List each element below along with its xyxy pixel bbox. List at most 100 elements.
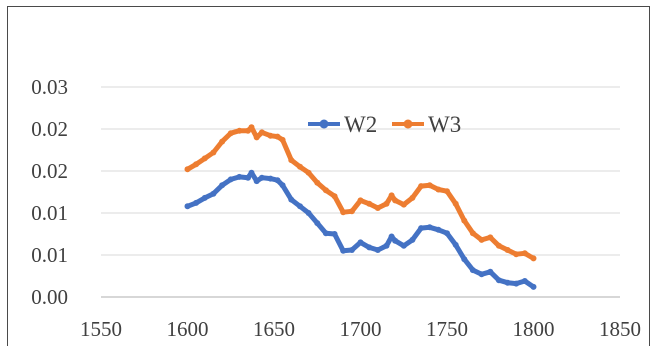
legend-swatch-marker	[403, 119, 413, 129]
series-w2	[184, 169, 537, 290]
data-point	[297, 163, 303, 170]
data-point	[274, 177, 281, 184]
data-point	[219, 138, 226, 145]
data-point	[418, 183, 425, 190]
data-point	[210, 190, 217, 197]
data-point	[495, 277, 502, 284]
legend: W2 W3	[308, 112, 461, 137]
data-point	[495, 242, 502, 249]
data-point	[236, 173, 243, 180]
data-point	[452, 200, 459, 207]
data-point	[331, 193, 338, 200]
data-point	[248, 124, 255, 131]
x-tick-label: 1800	[513, 317, 555, 341]
y-tick-label: 0.01	[31, 201, 68, 225]
data-point	[366, 244, 373, 251]
series-lines	[184, 124, 537, 290]
x-tick-label: 1850	[599, 317, 641, 341]
data-point	[297, 203, 303, 210]
data-point	[267, 175, 274, 182]
x-tick-label: 1750	[426, 317, 468, 341]
data-point	[504, 247, 511, 253]
data-point	[279, 136, 286, 143]
legend-swatch-marker	[319, 119, 329, 129]
legend-item-w2: W2	[308, 112, 377, 137]
data-point	[348, 208, 355, 215]
data-point	[279, 182, 286, 189]
data-point	[374, 205, 381, 211]
data-point	[478, 236, 485, 243]
x-tick-label: 1650	[253, 317, 295, 341]
data-point	[314, 220, 321, 227]
data-point	[184, 203, 191, 210]
data-point	[322, 230, 329, 237]
x-tick-label: 1550	[80, 317, 122, 341]
data-point	[444, 188, 450, 195]
data-point	[305, 169, 312, 176]
data-point	[383, 242, 390, 249]
data-point	[357, 197, 364, 204]
data-point	[258, 174, 265, 181]
data-point	[530, 255, 537, 262]
data-point	[219, 182, 226, 189]
data-point	[340, 209, 347, 216]
data-point	[314, 179, 321, 186]
data-point	[348, 247, 355, 253]
data-point	[461, 217, 468, 224]
data-point	[392, 197, 399, 204]
data-point	[418, 225, 425, 232]
data-point	[435, 226, 442, 233]
y-tick-label: 0.02	[31, 117, 68, 141]
data-point	[227, 130, 234, 137]
axes: 0.00 0.01 0.01 0.02 0.02 0.03 1550 1600 1650 1700…	[31, 75, 641, 341]
data-point	[288, 196, 295, 203]
y-tick-label: 0.02	[31, 159, 68, 183]
data-point	[469, 267, 476, 274]
y-tick-label: 0.01	[31, 243, 68, 267]
data-point	[201, 194, 208, 201]
legend-item-w3: W3	[392, 112, 461, 137]
data-point	[374, 247, 381, 253]
x-tick-label: 1700	[340, 317, 382, 341]
data-point	[388, 233, 395, 240]
data-point	[274, 133, 281, 140]
data-point	[521, 250, 528, 257]
data-point	[322, 187, 329, 194]
data-point	[288, 157, 295, 164]
data-point	[409, 194, 416, 201]
data-point	[388, 192, 395, 199]
data-point	[210, 149, 217, 156]
data-point	[383, 200, 390, 207]
data-point	[201, 155, 208, 162]
y-tick-label: 0.03	[31, 75, 68, 99]
data-point	[305, 210, 312, 216]
data-point	[227, 176, 234, 183]
data-point	[253, 178, 260, 185]
data-point	[236, 127, 243, 134]
data-point	[258, 129, 265, 136]
data-point	[513, 280, 520, 287]
data-point	[452, 241, 459, 248]
series-w3	[184, 124, 537, 262]
data-point	[513, 251, 520, 258]
x-tick-label: 1600	[167, 317, 209, 341]
data-point	[530, 283, 537, 290]
y-tick-label: 0.00	[31, 285, 68, 309]
data-point	[478, 271, 485, 278]
data-point	[409, 236, 416, 243]
data-point	[469, 230, 476, 237]
data-point	[444, 230, 450, 237]
data-point	[248, 169, 255, 176]
data-point	[357, 239, 364, 246]
data-point	[426, 182, 433, 189]
data-point	[253, 134, 260, 141]
data-point	[400, 242, 407, 249]
data-point	[366, 200, 373, 207]
legend-label: W2	[344, 112, 377, 137]
data-point	[245, 174, 251, 181]
data-point	[331, 231, 338, 237]
data-point	[392, 237, 399, 244]
data-point	[435, 186, 442, 193]
data-point	[193, 199, 200, 206]
data-point	[400, 201, 407, 208]
